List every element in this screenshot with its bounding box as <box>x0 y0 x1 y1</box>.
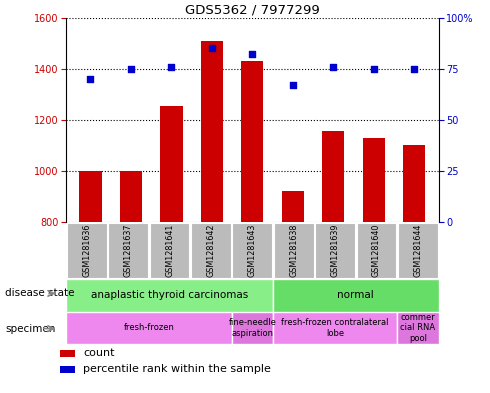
Point <box>410 66 418 72</box>
Bar <box>357 222 396 279</box>
Point <box>289 82 297 88</box>
Bar <box>191 222 231 279</box>
Bar <box>315 222 355 279</box>
Point <box>248 51 256 58</box>
Bar <box>201 40 223 222</box>
Bar <box>273 312 397 344</box>
Bar <box>60 350 75 357</box>
Bar <box>66 312 232 344</box>
Bar <box>241 61 264 222</box>
Text: GSM1281640: GSM1281640 <box>372 224 381 277</box>
Text: fine-needle
aspiration: fine-needle aspiration <box>228 318 276 338</box>
Bar <box>150 222 190 279</box>
Bar <box>322 131 344 222</box>
Point <box>168 64 175 70</box>
Bar <box>398 222 438 279</box>
Text: anaplastic thyroid carcinomas: anaplastic thyroid carcinomas <box>91 290 248 300</box>
Text: specimen: specimen <box>5 323 56 334</box>
Bar <box>60 365 75 373</box>
Text: GSM1281636: GSM1281636 <box>82 224 91 277</box>
Text: GSM1281642: GSM1281642 <box>206 224 216 277</box>
Text: GSM1281638: GSM1281638 <box>289 224 298 277</box>
Text: commer
cial RNA
pool: commer cial RNA pool <box>400 313 436 343</box>
Text: fresh-frozen: fresh-frozen <box>123 323 174 332</box>
Point <box>370 66 378 72</box>
Bar <box>363 138 385 222</box>
Bar <box>273 279 439 312</box>
Text: GSM1281643: GSM1281643 <box>248 224 257 277</box>
Bar <box>67 222 107 279</box>
Title: GDS5362 / 7977299: GDS5362 / 7977299 <box>185 4 319 17</box>
Bar <box>120 171 142 222</box>
Bar <box>79 171 101 222</box>
Bar <box>403 145 425 222</box>
Text: fresh-frozen contralateral
lobe: fresh-frozen contralateral lobe <box>281 318 389 338</box>
Bar <box>274 222 314 279</box>
Text: count: count <box>83 348 115 358</box>
Text: GSM1281641: GSM1281641 <box>165 224 174 277</box>
Bar <box>282 191 304 222</box>
Text: percentile rank within the sample: percentile rank within the sample <box>83 364 271 374</box>
Text: disease state: disease state <box>5 288 75 298</box>
Point <box>208 45 216 51</box>
Text: GSM1281637: GSM1281637 <box>123 224 133 277</box>
Bar <box>108 222 148 279</box>
Bar <box>66 279 273 312</box>
Bar <box>232 312 273 344</box>
Point <box>87 76 95 82</box>
Text: normal: normal <box>338 290 374 300</box>
Bar <box>232 222 272 279</box>
Text: GSM1281644: GSM1281644 <box>414 224 422 277</box>
Bar <box>160 106 183 222</box>
Text: GSM1281639: GSM1281639 <box>331 224 340 277</box>
Bar <box>397 312 439 344</box>
Point <box>127 66 135 72</box>
Point <box>329 64 337 70</box>
